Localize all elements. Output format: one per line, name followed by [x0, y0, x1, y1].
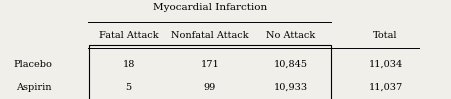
Text: 10,933: 10,933 — [274, 83, 308, 92]
Text: 171: 171 — [200, 60, 219, 69]
Text: 10,845: 10,845 — [274, 60, 308, 69]
Text: Fatal Attack: Fatal Attack — [99, 31, 158, 40]
Text: Total: Total — [373, 31, 398, 40]
Text: Placebo: Placebo — [13, 60, 52, 69]
Text: No Attack: No Attack — [266, 31, 316, 40]
Text: 11,034: 11,034 — [368, 60, 403, 69]
Text: 5: 5 — [125, 83, 132, 92]
Text: 99: 99 — [203, 83, 216, 92]
Text: 18: 18 — [122, 60, 135, 69]
Text: 11,037: 11,037 — [368, 83, 403, 92]
Text: Aspirin: Aspirin — [16, 83, 52, 92]
Text: Myocardial Infarction: Myocardial Infarction — [152, 3, 267, 12]
Text: Nonfatal Attack: Nonfatal Attack — [171, 31, 249, 40]
